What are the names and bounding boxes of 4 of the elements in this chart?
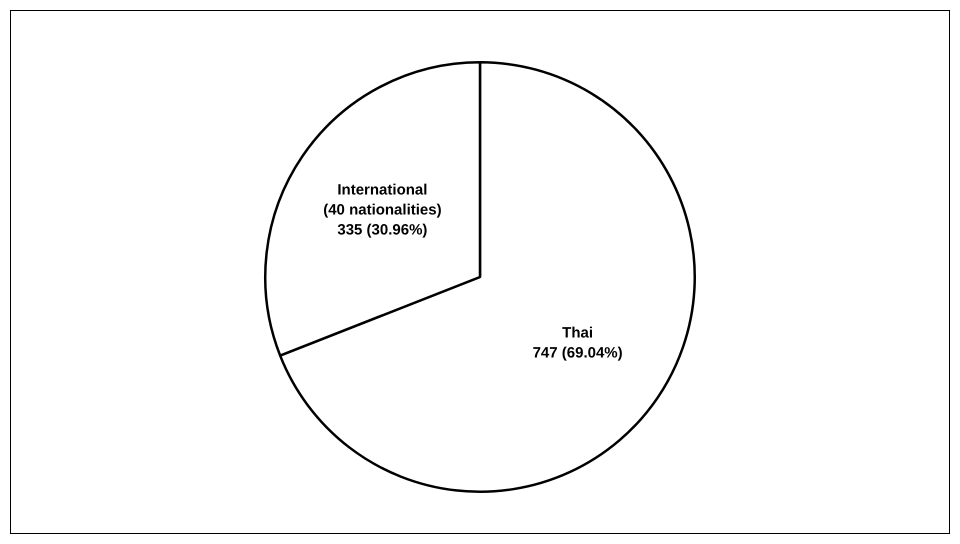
data-label: 747 (69.04%) [532,344,623,362]
slice-label: Thai [562,324,594,342]
data-label: 335 (30.96%) [337,222,428,239]
slice-label: International (40 nationalities) [323,182,442,219]
